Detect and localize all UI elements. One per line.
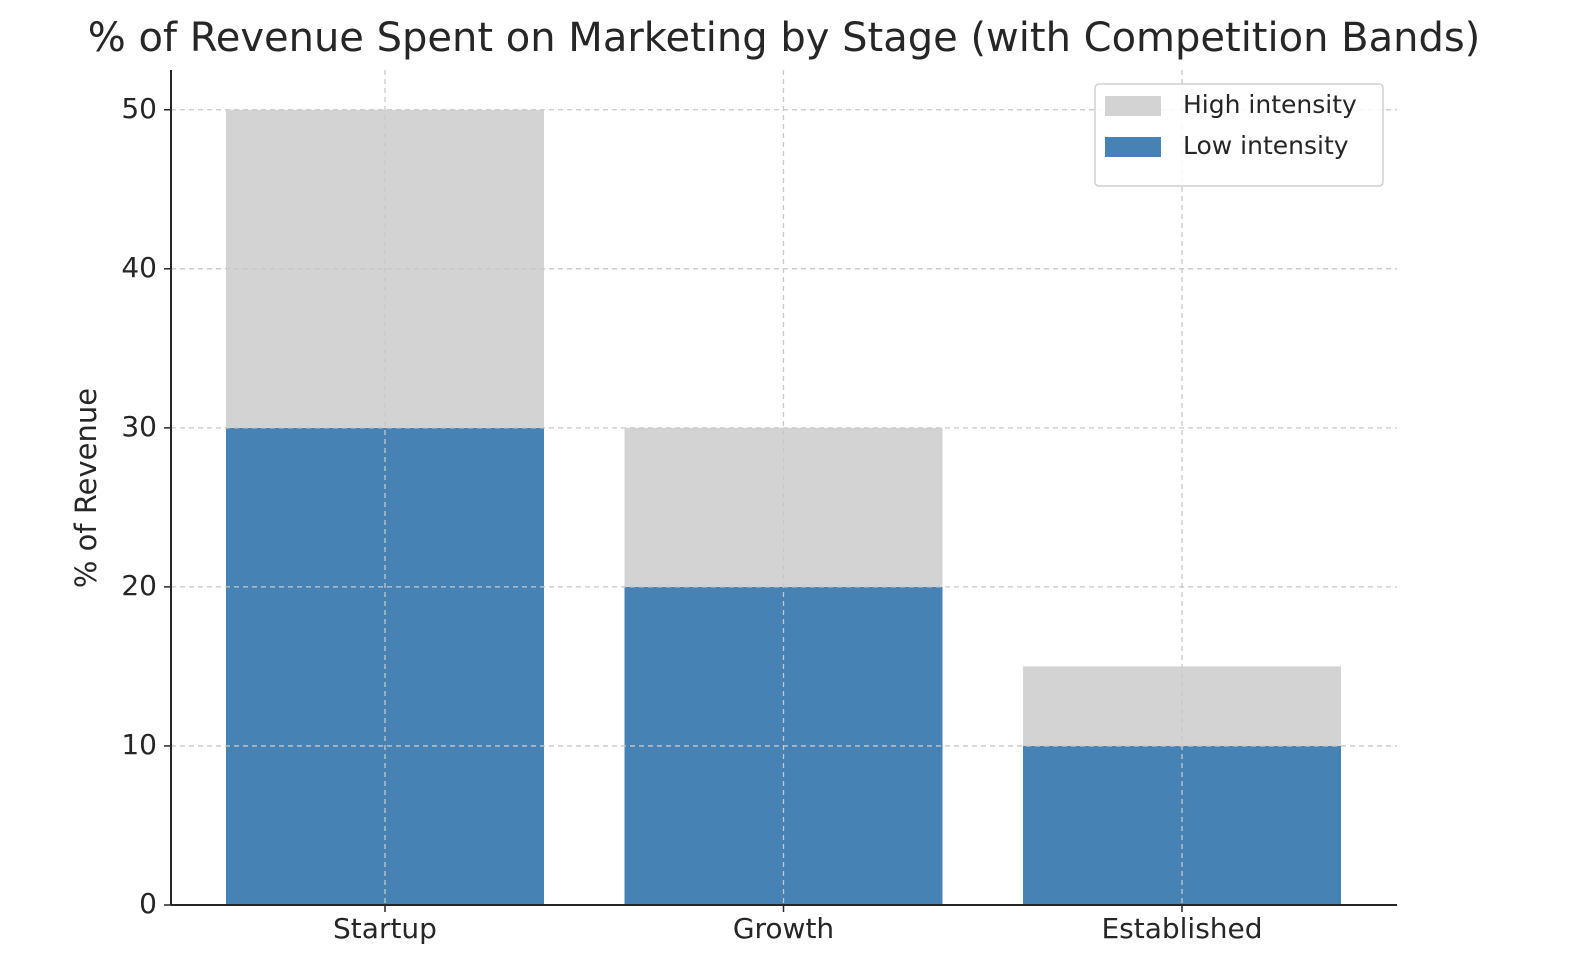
legend-swatch (1105, 137, 1161, 157)
bar-segment (1023, 666, 1341, 746)
y-tick-label: 50 (121, 92, 157, 125)
x-tick-label: Established (1101, 912, 1262, 945)
chart-title: % of Revenue Spent on Marketing by Stage… (88, 15, 1481, 61)
y-tick-label: 10 (121, 728, 157, 761)
x-tick-label: Startup (333, 912, 437, 945)
legend-box (1094, 83, 1384, 187)
y-tick-label: 0 (139, 887, 157, 920)
legend-label: Low intensity (1183, 131, 1349, 160)
legend-label: High intensity (1183, 90, 1357, 119)
x-tick-label: Growth (733, 912, 834, 945)
y-tick-label: 30 (121, 410, 157, 443)
legend-swatch (1105, 96, 1161, 116)
y-tick-label: 40 (121, 251, 157, 284)
y-axis-label: % of Revenue (69, 388, 103, 588)
y-tick-label: 20 (121, 569, 157, 602)
